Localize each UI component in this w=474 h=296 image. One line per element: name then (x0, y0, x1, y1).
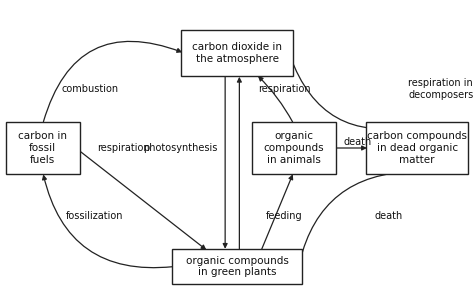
Text: organic
compounds
in animals: organic compounds in animals (264, 131, 324, 165)
Text: respiration: respiration (97, 143, 150, 153)
Text: carbon dioxide in
the atmosphere: carbon dioxide in the atmosphere (192, 43, 282, 64)
Text: fossilization: fossilization (66, 211, 124, 221)
Text: carbon compounds
in dead organic
matter: carbon compounds in dead organic matter (367, 131, 467, 165)
FancyArrowPatch shape (223, 77, 227, 247)
FancyArrowPatch shape (43, 176, 173, 268)
FancyBboxPatch shape (6, 122, 80, 174)
FancyBboxPatch shape (366, 122, 468, 174)
FancyArrowPatch shape (299, 172, 414, 262)
Text: death: death (344, 137, 372, 147)
Text: carbon in
fossil
fuels: carbon in fossil fuels (18, 131, 67, 165)
Text: combustion: combustion (62, 84, 118, 94)
FancyArrowPatch shape (290, 56, 413, 129)
Text: respiration: respiration (258, 84, 311, 94)
FancyBboxPatch shape (181, 30, 293, 76)
FancyArrowPatch shape (259, 77, 292, 122)
Text: organic compounds
in green plants: organic compounds in green plants (185, 256, 289, 277)
Text: photosynthesis: photosynthesis (143, 143, 217, 153)
FancyArrowPatch shape (44, 41, 181, 122)
Text: death: death (374, 211, 403, 221)
Text: respiration in
decomposers: respiration in decomposers (408, 78, 474, 99)
FancyArrowPatch shape (78, 150, 205, 249)
FancyBboxPatch shape (252, 122, 336, 174)
FancyArrowPatch shape (262, 176, 292, 249)
FancyArrowPatch shape (237, 78, 241, 249)
FancyArrowPatch shape (335, 146, 365, 150)
Text: feeding: feeding (266, 211, 303, 221)
FancyBboxPatch shape (172, 249, 302, 284)
